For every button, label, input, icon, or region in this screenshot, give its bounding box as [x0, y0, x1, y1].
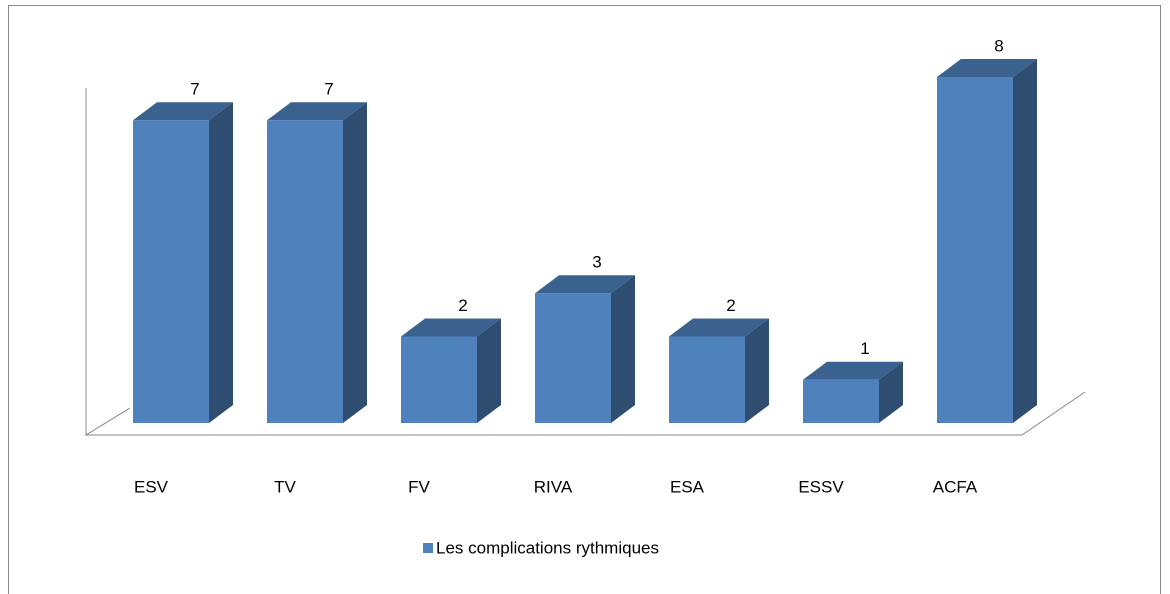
bar-side [209, 102, 233, 423]
bar-side [745, 318, 769, 423]
data-label: 2 [726, 296, 735, 315]
bar-front [133, 120, 209, 423]
bar [669, 318, 769, 423]
data-label: 1 [860, 339, 869, 358]
bar-side [879, 361, 903, 423]
x-tick-label: ESA [670, 477, 705, 496]
x-tick-label: TV [274, 477, 296, 496]
bar-top [937, 59, 1037, 77]
x-tick-label: RIVA [534, 477, 573, 496]
bar-top [133, 102, 233, 121]
data-label: 3 [592, 253, 601, 272]
bar-front [803, 379, 879, 423]
bar-side [611, 275, 635, 423]
bar [133, 102, 233, 423]
bar-front [267, 120, 343, 423]
x-tick-label: ESV [134, 477, 169, 496]
bar-side [1013, 59, 1037, 423]
data-label: 2 [458, 296, 467, 315]
bar-front [937, 77, 1013, 423]
bar-top [267, 102, 367, 121]
x-tick-label: FV [408, 477, 430, 496]
legend-swatch [423, 543, 433, 553]
bar-side [477, 318, 501, 423]
floor [84, 391, 1086, 436]
bar [937, 59, 1037, 423]
bar [535, 275, 635, 423]
bar-top [535, 275, 635, 294]
bar-front [401, 336, 477, 423]
bar [267, 102, 367, 423]
bar-side [343, 102, 367, 423]
bar-front [669, 336, 745, 423]
bar [401, 318, 501, 423]
x-tick-label: ACFA [933, 477, 978, 496]
x-tick-label: ESSV [798, 477, 844, 496]
bar [803, 361, 903, 423]
data-label: 8 [994, 36, 1003, 55]
data-label: 7 [190, 80, 199, 99]
bar-top [401, 318, 501, 337]
legend-label: Les complications rythmiques [436, 538, 659, 557]
bar-front [535, 293, 611, 423]
bar-top [803, 361, 903, 380]
bar-top [669, 318, 769, 337]
data-label: 7 [324, 80, 333, 99]
